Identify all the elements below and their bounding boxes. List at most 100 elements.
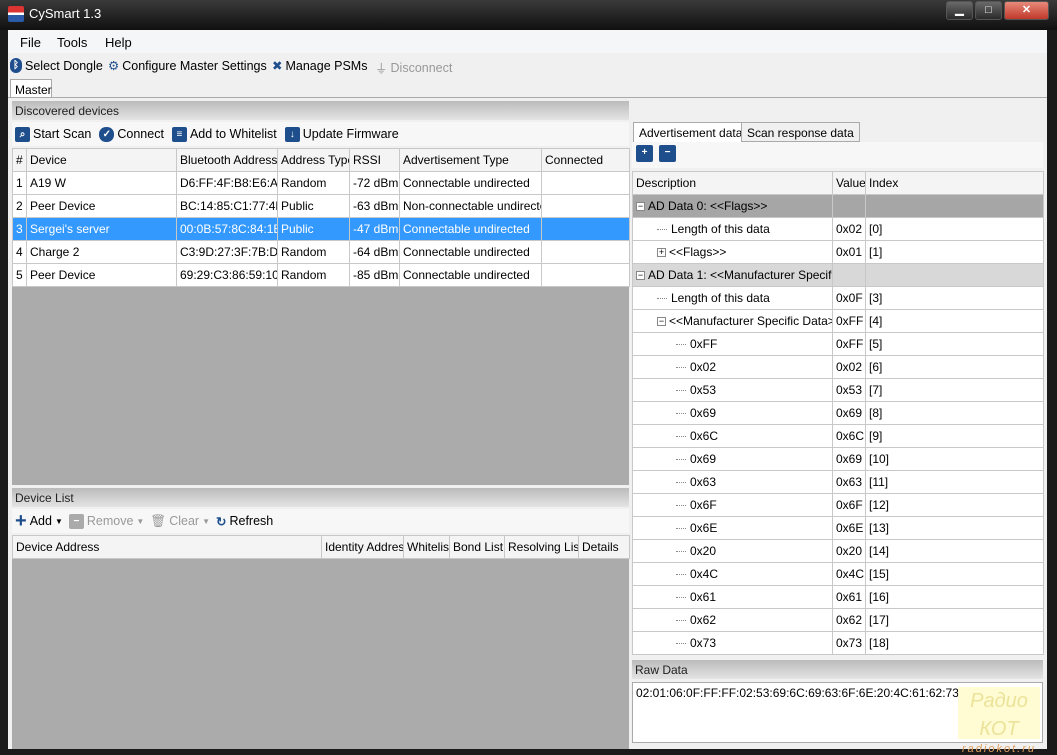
- tree-row[interactable]: − AD Data 0: <<Flags>>: [632, 194, 1044, 218]
- menu-tools[interactable]: Tools: [57, 35, 88, 50]
- disconnect-button[interactable]: ⏚ Disconnect: [375, 58, 452, 77]
- column-header[interactable]: Connected: [541, 148, 630, 172]
- tree-row[interactable]: 0x53 0x53 [7]: [632, 378, 1044, 402]
- tab-master[interactable]: Master: [10, 79, 52, 98]
- column-header[interactable]: Identity Address: [321, 535, 404, 559]
- update-firmware-button[interactable]: ↓ Update Firmware: [284, 126, 399, 142]
- column-header[interactable]: Resolving List: [504, 535, 579, 559]
- tree-line: [676, 620, 686, 622]
- tree-index: [6]: [865, 355, 1044, 379]
- collapse-icon[interactable]: −: [636, 270, 645, 281]
- discovered-devices-table: # Device Bluetooth Address Address Type RSSI…: [12, 148, 630, 485]
- table-row[interactable]: 5 Peer Device 69:29:C3:86:59:10 Random -85 d…: [12, 263, 630, 287]
- description-text: 0x62: [690, 613, 717, 627]
- configure-master-settings-button[interactable]: ⚙ Configure Master Settings: [108, 58, 267, 74]
- column-header[interactable]: Device: [26, 148, 177, 172]
- tree-description: 0x61: [632, 585, 833, 609]
- expand-all-icon[interactable]: +: [636, 145, 653, 162]
- tree-row[interactable]: 0x6E 0x6E [13]: [632, 516, 1044, 540]
- select-dongle-button[interactable]: ᛒ Select Dongle: [10, 58, 103, 73]
- main-toolbar: ᛒ Select Dongle ⚙ Configure Master Setting…: [8, 54, 1047, 78]
- description-text: 0x69: [690, 406, 717, 420]
- expand-icon[interactable]: +: [657, 247, 666, 258]
- tree-row[interactable]: 0x69 0x69 [10]: [632, 447, 1044, 471]
- tree-row[interactable]: 0x61 0x61 [16]: [632, 585, 1044, 609]
- table-cell: Peer Device: [26, 263, 177, 287]
- tab-advertisement-data[interactable]: Advertisement data: [633, 122, 749, 142]
- collapse-icon[interactable]: −: [636, 201, 645, 212]
- watermark-logo: Радио КОТ radiokot.ru: [958, 687, 1040, 755]
- tree-row[interactable]: 0x20 0x20 [14]: [632, 539, 1044, 563]
- tree-row[interactable]: 0x69 0x69 [8]: [632, 401, 1044, 425]
- column-header[interactable]: Index: [865, 171, 1044, 195]
- table-row[interactable]: 4 Charge 2 C3:9D:27:3F:7B:DA Random -64 dBm C…: [12, 240, 630, 264]
- main-window: File Tools Help ᛒ Select Dongle ⚙ Configur…: [8, 30, 1047, 755]
- title-bar: CySmart 1.3 ▁ □ ✕: [0, 0, 1057, 30]
- tree-row[interactable]: −AD Data 1: <<Manufacturer Specific Data…: [632, 263, 1044, 287]
- tree-line: [676, 482, 686, 484]
- tree-row[interactable]: Length of this data 0x0F [3]: [632, 286, 1044, 310]
- minimize-button[interactable]: ▁: [946, 1, 973, 20]
- column-header[interactable]: Bond List: [449, 535, 505, 559]
- description-text: 0x6E: [690, 521, 718, 535]
- table-cell: Connectable undirected: [399, 217, 542, 241]
- tree-row[interactable]: 0x73 0x73 [18]: [632, 631, 1044, 655]
- table-row[interactable]: 1 A19 W D6:FF:4F:B8:E6:AC Random -72 dBm Conn…: [12, 171, 630, 195]
- column-header[interactable]: Bluetooth Address: [176, 148, 278, 172]
- tree-value: 0x63: [832, 470, 866, 494]
- description-text: <<Manufacturer Specific Data>>: [669, 314, 833, 328]
- collapse-all-icon[interactable]: −: [659, 145, 676, 162]
- close-button[interactable]: ✕: [1004, 1, 1049, 20]
- table-cell: -64 dBm: [349, 240, 400, 264]
- tools-icon: ✖: [272, 59, 283, 73]
- tree-index: [16]: [865, 585, 1044, 609]
- column-header[interactable]: Address Type: [277, 148, 350, 172]
- tree-row[interactable]: 0x62 0x62 [17]: [632, 608, 1044, 632]
- table-row[interactable]: 2 Peer Device BC:14:85:C1:77:4B Public -63 d…: [12, 194, 630, 218]
- tree-row[interactable]: 0x6F 0x6F [12]: [632, 493, 1044, 517]
- description-text: 0x02: [690, 360, 717, 374]
- tree-row[interactable]: + <<Flags>> 0x01 [1]: [632, 240, 1044, 264]
- column-header[interactable]: Value: [832, 171, 866, 195]
- column-header[interactable]: Device Address: [12, 535, 322, 559]
- tree-value: 0x6F: [832, 493, 866, 517]
- tree-value: 0x0F: [832, 286, 866, 310]
- column-header[interactable]: RSSI: [349, 148, 400, 172]
- tree-value: 0x61: [832, 585, 866, 609]
- column-header[interactable]: Advertisement Type: [399, 148, 542, 172]
- tree-row[interactable]: − <<Manufacturer Specific Data>> 0xFF [4]: [632, 309, 1044, 333]
- tab-scan-response-data[interactable]: Scan response data: [741, 122, 860, 142]
- tree-row[interactable]: Length of this data 0x02 [0]: [632, 217, 1044, 241]
- maximize-button[interactable]: □: [975, 1, 1002, 20]
- tree-value: [832, 263, 866, 287]
- add-to-whitelist-button[interactable]: ≡ Add to Whitelist: [171, 126, 277, 142]
- tree-row[interactable]: 0xFF 0xFF [5]: [632, 332, 1044, 356]
- add-button[interactable]: + Add ▼: [15, 510, 63, 533]
- column-header[interactable]: #: [12, 148, 27, 172]
- column-header[interactable]: Description: [632, 171, 833, 195]
- raw-data-textbox[interactable]: 02:01:06:0F:FF:FF:02:53:69:6C:69:63:6F:6…: [632, 682, 1043, 755]
- gears-icon: ⚙: [108, 59, 120, 73]
- description-text: AD Data 0: <<Flags>>: [648, 199, 768, 213]
- collapse-icon[interactable]: −: [657, 316, 666, 327]
- menu-file[interactable]: File: [20, 35, 41, 50]
- tree-row[interactable]: 0x02 0x02 [6]: [632, 355, 1044, 379]
- menu-help[interactable]: Help: [105, 35, 132, 50]
- column-header[interactable]: Details: [578, 535, 630, 559]
- column-header[interactable]: Whitelist: [403, 535, 450, 559]
- refresh-button[interactable]: ↻ Refresh: [216, 514, 273, 529]
- clear-button[interactable]: 🗑 Clear ▼: [150, 514, 210, 529]
- table-cell: Random: [277, 263, 350, 287]
- tree-description: 0x53: [632, 378, 833, 402]
- connect-button[interactable]: ✓ Connect: [99, 126, 164, 142]
- tree-row[interactable]: 0x4C 0x4C [15]: [632, 562, 1044, 586]
- start-scan-button[interactable]: ⌕ Start Scan: [15, 126, 91, 142]
- minus-icon: −: [68, 513, 84, 529]
- tree-row[interactable]: 0x63 0x63 [11]: [632, 470, 1044, 494]
- tree-row[interactable]: 0x6C 0x6C [9]: [632, 424, 1044, 448]
- tree-value: 0x53: [832, 378, 866, 402]
- scan-icon: ⌕: [15, 126, 30, 142]
- table-row[interactable]: 3 Sergei's server 00:0B:57:8C:84:1E Public -…: [12, 217, 630, 241]
- remove-button[interactable]: − Remove ▼: [68, 513, 144, 529]
- manage-psms-button[interactable]: ✖ Manage PSMs: [272, 58, 367, 74]
